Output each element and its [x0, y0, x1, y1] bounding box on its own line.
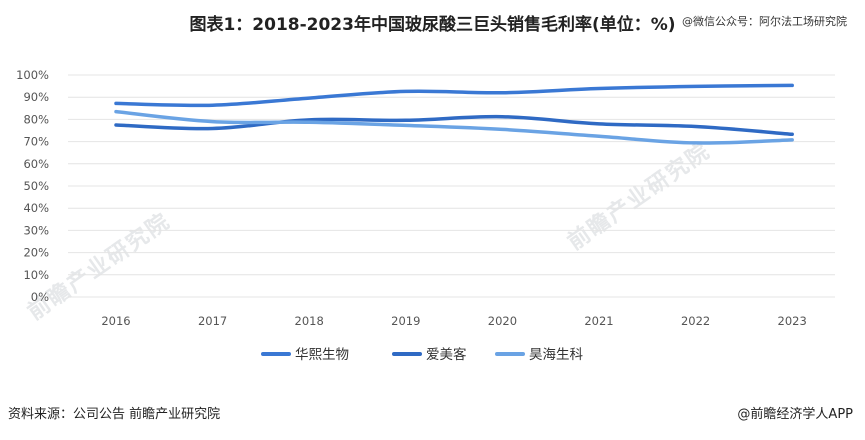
y-tick-label: 40%: [23, 201, 49, 215]
series-line-1: [114, 83, 794, 108]
x-tick-label: 2023: [778, 314, 807, 328]
y-tick-label: 10%: [23, 268, 49, 282]
legend-label-1: 华熙生物: [295, 347, 349, 363]
wechat-watermark: @微信公众号：阿尔法工场研究院: [682, 15, 847, 28]
legend-label-2: 爱美客: [426, 346, 467, 363]
y-tick-label: 90%: [23, 90, 49, 104]
x-tick-label: 2021: [584, 314, 613, 328]
y-tick-label: 20%: [23, 246, 49, 260]
y-tick-label: 0%: [31, 290, 49, 304]
x-tick-label: 2018: [295, 314, 324, 328]
y-tick-label: 30%: [23, 223, 49, 237]
x-tick-label: 2019: [391, 314, 420, 328]
series-line-2: [114, 114, 794, 137]
chart-title: 图表1：2018-2023年中国玻尿酸三巨头销售毛利率(单位：%): [189, 15, 676, 35]
legend-label-3: 昊海生科: [529, 347, 583, 363]
series-line-3: [114, 109, 794, 145]
x-tick-label: 2016: [101, 314, 130, 328]
source-note: 资料来源：公司公告 前瞻产业研究院: [8, 407, 221, 422]
x-tick-label: 2017: [198, 314, 227, 328]
y-tick-label: 100%: [16, 68, 49, 82]
x-tick-label: 2022: [681, 314, 710, 328]
brand-credit: @前瞻经济学人APP: [737, 407, 853, 422]
x-tick-label: 2020: [488, 314, 517, 328]
y-tick-label: 80%: [23, 112, 49, 126]
y-tick-label: 50%: [23, 179, 49, 193]
y-tick-label: 60%: [23, 157, 49, 171]
y-tick-label: 70%: [23, 135, 49, 149]
